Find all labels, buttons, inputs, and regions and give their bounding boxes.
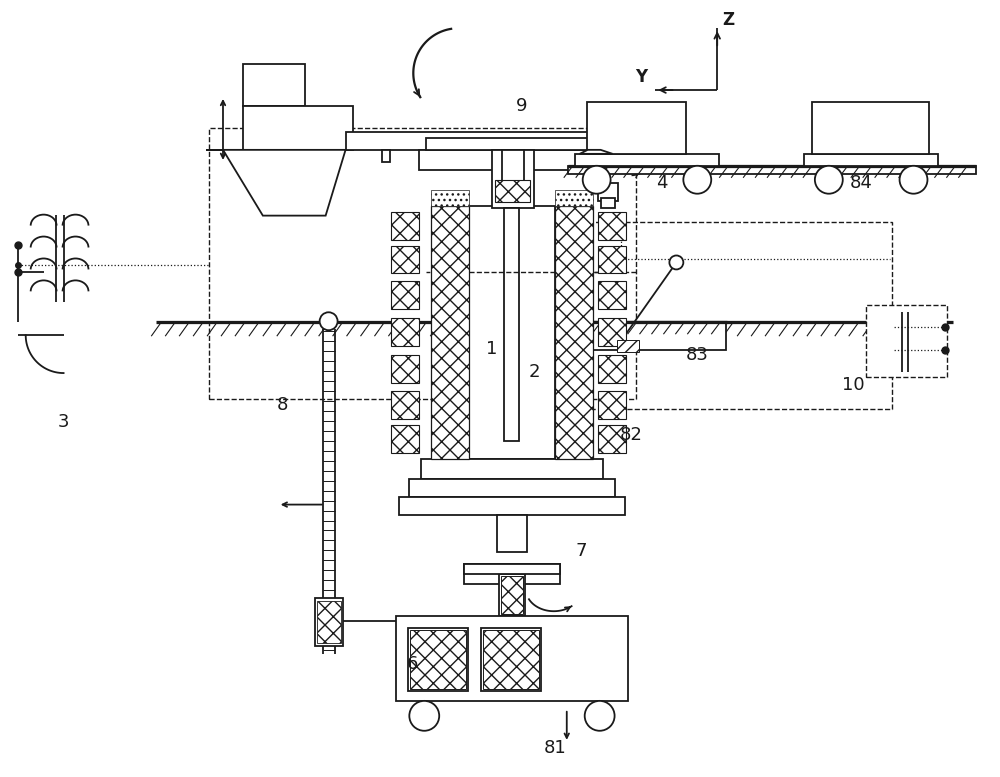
Text: 1: 1 <box>486 340 498 358</box>
Bar <box>391 211 419 239</box>
Bar <box>317 601 341 643</box>
Bar <box>209 128 636 399</box>
Bar <box>391 425 419 453</box>
Text: 8: 8 <box>277 396 288 414</box>
Bar <box>469 206 555 458</box>
Polygon shape <box>580 150 613 154</box>
Bar <box>812 102 929 154</box>
Bar <box>501 577 523 614</box>
Bar <box>243 64 305 106</box>
Bar <box>502 150 524 185</box>
Bar <box>421 458 603 479</box>
Bar <box>391 246 419 274</box>
Bar <box>426 138 598 150</box>
Text: 81: 81 <box>543 739 566 757</box>
Bar <box>431 206 469 458</box>
Bar <box>598 391 626 419</box>
Bar <box>644 150 652 162</box>
Bar <box>391 281 419 309</box>
Circle shape <box>683 166 711 193</box>
Bar <box>617 340 639 352</box>
Bar <box>481 628 541 691</box>
Text: 6: 6 <box>407 655 418 673</box>
Bar <box>410 630 466 689</box>
Bar <box>504 207 519 441</box>
Bar <box>568 166 976 174</box>
Text: 7: 7 <box>576 542 587 560</box>
Circle shape <box>669 256 683 270</box>
Bar <box>408 628 468 691</box>
Bar <box>409 479 615 497</box>
Bar <box>391 391 419 419</box>
Bar <box>804 154 938 166</box>
Bar <box>396 616 628 701</box>
Text: Y: Y <box>636 68 648 86</box>
Bar <box>555 190 593 206</box>
Bar <box>382 150 390 162</box>
Bar <box>866 305 947 377</box>
Bar <box>598 355 626 383</box>
Bar <box>495 179 530 202</box>
Bar <box>598 319 626 346</box>
Bar <box>555 206 593 458</box>
Circle shape <box>320 312 338 330</box>
Bar <box>587 102 686 154</box>
Bar <box>572 322 726 350</box>
Circle shape <box>409 701 439 731</box>
Text: 9: 9 <box>516 97 528 115</box>
Bar <box>497 514 527 552</box>
Bar <box>346 132 677 150</box>
Text: 10: 10 <box>842 376 865 394</box>
Circle shape <box>583 166 611 193</box>
Bar <box>391 355 419 383</box>
Bar <box>598 211 626 239</box>
Polygon shape <box>206 106 353 150</box>
Bar <box>575 154 719 166</box>
Bar <box>419 150 605 170</box>
Bar <box>568 221 892 409</box>
Circle shape <box>900 166 927 193</box>
Text: 83: 83 <box>686 346 709 364</box>
Bar <box>391 319 419 346</box>
Bar <box>431 190 469 206</box>
Bar <box>464 564 560 584</box>
Bar <box>315 598 343 646</box>
Bar <box>598 246 626 274</box>
Text: 2: 2 <box>529 363 541 381</box>
Bar <box>598 281 626 309</box>
Text: 3: 3 <box>58 413 69 431</box>
Bar <box>483 630 539 689</box>
Bar <box>598 183 618 200</box>
Bar <box>601 197 615 207</box>
Bar <box>499 574 525 616</box>
Text: Z: Z <box>722 12 734 30</box>
Bar <box>598 425 626 453</box>
Bar <box>464 564 560 574</box>
Text: 84: 84 <box>849 174 872 192</box>
Text: 4: 4 <box>656 174 667 192</box>
Bar <box>399 497 625 514</box>
Text: 82: 82 <box>620 426 643 444</box>
Circle shape <box>585 701 615 731</box>
Bar <box>492 150 534 207</box>
Circle shape <box>815 166 843 193</box>
Polygon shape <box>223 150 346 216</box>
